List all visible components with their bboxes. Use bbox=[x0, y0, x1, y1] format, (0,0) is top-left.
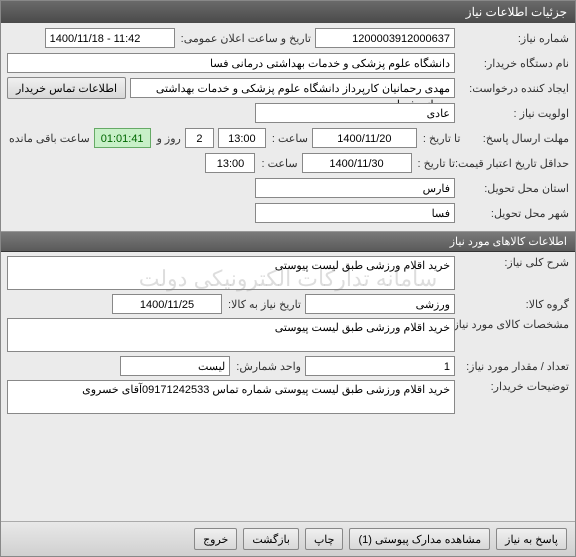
window-title: جزئیات اطلاعات نیاز bbox=[466, 5, 567, 19]
field-date1: 1400/11/20 bbox=[312, 128, 417, 148]
label-until-time: ساعت : bbox=[270, 132, 308, 145]
field-qty: 1 bbox=[305, 356, 455, 376]
label-reply-deadline: مهلت ارسال پاسخ: bbox=[464, 132, 569, 145]
countdown-timer: 01:01:41 bbox=[94, 128, 151, 148]
field-days: 2 bbox=[185, 128, 214, 148]
window-titlebar: جزئیات اطلاعات نیاز bbox=[1, 1, 575, 23]
back-button[interactable]: بازگشت bbox=[243, 528, 299, 550]
items-section-header: اطلاعات کالاهای مورد نیاز bbox=[1, 231, 575, 252]
label-city: شهر محل تحویل: bbox=[459, 207, 569, 220]
label-qty: تعداد / مقدار مورد نیاز: bbox=[459, 360, 569, 373]
label-general-desc: شرح کلی نیاز: bbox=[459, 256, 569, 269]
exit-button[interactable]: خروج bbox=[194, 528, 237, 550]
label-requester: ایجاد کننده درخواست: bbox=[459, 82, 569, 95]
field-province: فارس bbox=[255, 178, 455, 198]
label-until-date2: تا تاریخ : bbox=[416, 157, 455, 170]
footer-toolbar: پاسخ به نیاز مشاهده مدارک پیوستی (1) چاپ… bbox=[1, 521, 575, 556]
label-remaining: ساعت باقی مانده bbox=[7, 132, 90, 145]
dialog-window: جزئیات اطلاعات نیاز شماره نیاز: 12000039… bbox=[0, 0, 576, 557]
field-buyer-org: دانشگاه علوم پزشکی و خدمات بهداشتی درمان… bbox=[7, 53, 455, 73]
field-city: فسا bbox=[255, 203, 455, 223]
label-priority: اولویت نیاز : bbox=[459, 107, 569, 120]
need-info-section: شماره نیاز: 1200003912000637 تاریخ و ساع… bbox=[1, 23, 575, 231]
label-need-by-date: تاریخ نیاز به کالا: bbox=[226, 298, 301, 311]
field-group: ورزشی bbox=[305, 294, 455, 314]
field-need-no: 1200003912000637 bbox=[315, 28, 455, 48]
label-buyer-org: نام دستگاه خریدار: bbox=[459, 57, 569, 70]
label-announce-dt: تاریخ و ساعت اعلان عمومی: bbox=[179, 32, 311, 45]
label-credit-deadline: حداقل تاریخ اعتبار قیمت: bbox=[459, 157, 569, 170]
attachments-button[interactable]: مشاهده مدارک پیوستی (1) bbox=[349, 528, 490, 550]
contact-buyer-button[interactable]: اطلاعات تماس خریدار bbox=[7, 77, 126, 99]
label-province: استان محل تحویل: bbox=[459, 182, 569, 195]
label-buyer-notes: توضیحات خریدار: bbox=[459, 380, 569, 393]
items-section: شرح کلی نیاز: خرید اقلام ورزشی طبق لیست … bbox=[1, 252, 575, 421]
field-priority: عادی bbox=[255, 103, 455, 123]
label-until-time2: ساعت : bbox=[259, 157, 297, 170]
field-general-desc: خرید اقلام ورزشی طبق لیست پیوستی bbox=[7, 256, 455, 290]
label-group: گروه کالا: bbox=[459, 298, 569, 311]
label-item-spec: مشخصات کالای مورد نیاز: bbox=[459, 318, 569, 331]
label-until-date: تا تاریخ : bbox=[421, 132, 460, 145]
field-announce-dt: 1400/11/18 - 11:42 bbox=[45, 28, 175, 48]
field-unit: لیست bbox=[120, 356, 230, 376]
field-requester: مهدی رحمانیان کارپرداز دانشگاه علوم پزشک… bbox=[130, 78, 455, 98]
field-date2: 1400/11/30 bbox=[302, 153, 412, 173]
label-need-no: شماره نیاز: bbox=[459, 32, 569, 45]
label-unit: واحد شمارش: bbox=[234, 360, 301, 373]
field-buyer-notes: خرید اقلام ورزشی طبق لیست پیوستی شماره ت… bbox=[7, 380, 455, 414]
field-need-by-date: 1400/11/25 bbox=[112, 294, 222, 314]
print-button[interactable]: چاپ bbox=[305, 528, 344, 550]
field-item-spec: خرید اقلام ورزشی طبق لیست پیوستی bbox=[7, 318, 455, 352]
label-days: روز و bbox=[155, 132, 181, 145]
field-time2: 13:00 bbox=[205, 153, 255, 173]
reply-button[interactable]: پاسخ به نیاز bbox=[496, 528, 567, 550]
field-time1: 13:00 bbox=[218, 128, 266, 148]
